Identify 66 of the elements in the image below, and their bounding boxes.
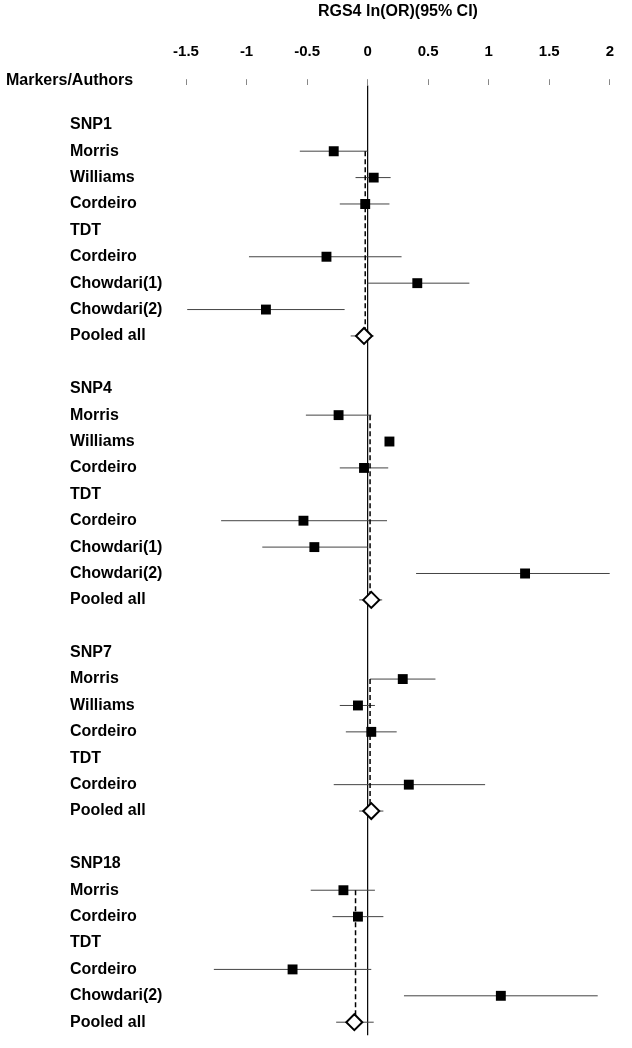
point xyxy=(368,172,379,183)
y-tick-label: Cordeiro xyxy=(70,722,137,740)
point xyxy=(309,542,320,553)
y-tick-label: Cordeiro xyxy=(70,511,137,529)
y-tick-label: Chowdari(2) xyxy=(70,563,163,581)
point xyxy=(345,1013,364,1032)
x-tick-label: -1 xyxy=(239,42,254,60)
y-tick-label: Williams xyxy=(70,167,135,185)
y-tick-label: Pooled all xyxy=(70,801,146,819)
x-axis-title: RGS4 ln(OR)(95% CI) xyxy=(317,2,478,20)
point xyxy=(495,990,506,1001)
y-tick-label: Morris xyxy=(70,141,119,159)
y-tick-label: Williams xyxy=(70,695,135,713)
point xyxy=(298,515,309,526)
point xyxy=(362,590,381,609)
y-tick-label: Cordeiro xyxy=(70,775,137,793)
y-tick-label: Cordeiro xyxy=(70,247,137,265)
point xyxy=(338,885,349,896)
x-tick-label: -0.5 xyxy=(294,42,321,60)
y-tick-label: Cordeiro xyxy=(70,458,137,476)
point xyxy=(397,674,408,685)
y-tick-label: Pooled all xyxy=(70,326,146,344)
y-tick-label: Chowdari(2) xyxy=(70,986,163,1004)
y-tick-label: Pooled all xyxy=(70,590,146,608)
point xyxy=(353,700,363,711)
y-tick-label: TDT xyxy=(70,748,102,766)
x-tick-label: 0.5 xyxy=(417,42,439,60)
y-tick-label: Cordeiro xyxy=(70,194,137,212)
y-axis-title: Markers/Authors xyxy=(6,70,134,88)
point xyxy=(321,251,332,262)
y-tick-label: Chowdari(1) xyxy=(70,273,163,291)
point xyxy=(355,326,374,345)
y-tick-label: Morris xyxy=(70,669,119,687)
point xyxy=(287,964,298,975)
y-tick-label: Cordeiro xyxy=(70,907,137,925)
x-tick-label: 1.5 xyxy=(538,42,560,60)
y-tick-label: Morris xyxy=(70,880,119,898)
point xyxy=(520,568,531,579)
point xyxy=(366,726,377,737)
x-tick-label: -1.5 xyxy=(173,42,199,60)
point xyxy=(360,199,371,209)
point xyxy=(333,410,344,421)
y-tick-label: Chowdari(2) xyxy=(70,299,163,317)
y-tick-label: SNP18 xyxy=(70,854,121,872)
point xyxy=(359,462,369,473)
y-tick-label: Williams xyxy=(70,431,135,449)
y-tick-label: SNP4 xyxy=(70,379,112,397)
point xyxy=(328,146,339,157)
y-tick-label: Cordeiro xyxy=(70,959,137,977)
y-tick-label: TDT xyxy=(70,933,102,951)
y-tick-label: TDT xyxy=(70,484,102,502)
x-tick-label: 1 xyxy=(484,42,493,60)
point xyxy=(384,436,395,447)
y-tick-label: TDT xyxy=(70,220,102,238)
y-tick-label: Morris xyxy=(70,405,119,423)
x-tick-label: 0 xyxy=(363,42,372,60)
point xyxy=(412,278,423,289)
x-tick-label: 2 xyxy=(605,42,614,60)
point xyxy=(353,911,363,922)
point xyxy=(260,304,271,315)
y-tick-label: Chowdari(1) xyxy=(70,537,163,555)
y-tick-label: SNP7 xyxy=(70,643,112,661)
y-tick-label: SNP1 xyxy=(70,115,112,133)
point xyxy=(403,779,414,790)
point xyxy=(362,802,381,821)
y-tick-label: Pooled all xyxy=(70,1012,146,1030)
